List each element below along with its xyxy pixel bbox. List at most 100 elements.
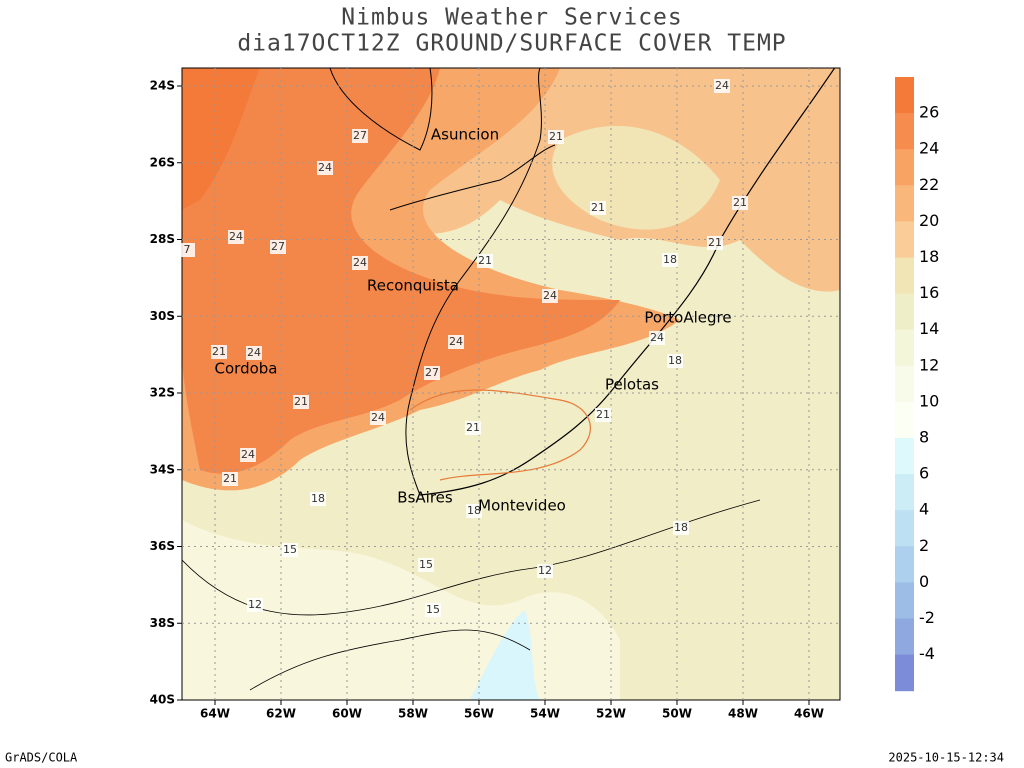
colorbar-swatch [895,257,914,295]
contour-label-box [310,492,326,506]
colorbar-swatch [895,329,914,367]
colorbar-swatch [895,401,914,439]
lat-tick-label: 28S [150,232,175,246]
lon-tick-label: 64W [200,707,230,721]
city-label: Montevideo [478,497,566,515]
contour-label: 18 [663,253,677,266]
colorbar-swatch [895,438,914,475]
contour-label: 24 [715,79,729,92]
lon-tick-label: 52W [596,707,626,721]
footer-right: 2025-10-15-12:34 [888,751,1004,765]
contour-label-box [662,253,678,267]
lat-tick-label: 32S [150,386,175,400]
contour-label: 18 [467,504,481,517]
contour-label: 27 [353,129,367,142]
colorbar-swatch [895,654,914,692]
colorbar-label: 12 [919,355,939,374]
colorbar-label: 2 [919,536,929,555]
title: Nimbus Weather Services [341,5,683,31]
contour-label-box [466,504,482,518]
lat-tick-label: 26S [150,155,175,169]
colorbar-swatch [895,221,914,258]
contour-label: 15 [283,543,297,556]
contour-label: 24 [543,289,557,302]
contour-label-box [222,472,238,486]
contour-label: 12 [248,598,262,611]
colorbar-swatch [895,77,914,114]
contour-label: 24 [247,346,261,359]
contour-label-box [211,345,227,359]
contour-label: 27 [271,240,285,253]
contour-label-box [707,236,723,250]
colorbar-label: 8 [919,428,929,447]
contour-label-box [477,254,493,268]
contour-label-box [370,411,386,425]
lon-tick-label: 54W [530,707,560,721]
contour-label-box [282,543,298,557]
city-label: Reconquista [367,277,459,295]
colorbar-label: -2 [919,608,935,627]
contour-label-box [240,448,256,462]
contour-label: 21 [708,236,722,249]
contour-label-box [228,230,244,244]
colorbar-swatch [895,582,914,619]
contour-label-box [425,603,441,617]
city-label: Pelotas [605,376,659,394]
contour-label-box [667,354,683,368]
colorbar-swatch [895,365,914,403]
contour-label: 15 [426,603,440,616]
city-label: PortoAlegre [644,309,731,327]
colorbar-label: 14 [919,319,939,338]
contour-label-box [595,408,611,422]
lat-tick-label: 38S [150,616,175,630]
contour-label: 21 [733,196,747,209]
lon-tick-label: 48W [728,707,758,721]
map-fill [182,68,840,700]
colorbar-label: 18 [919,247,939,266]
colorbar-label: -4 [919,644,935,663]
contour-label-box [649,331,665,345]
colorbar-label: 16 [919,283,939,302]
contour-label-box [424,366,440,380]
contour-label-box [293,395,309,409]
contour-label: 18 [674,521,688,534]
contour-label: 24 [318,161,332,174]
contour-label: 12 [538,564,552,577]
contour-label-box [673,521,689,535]
contour-label-box [465,421,481,435]
lat-tick-label: 34S [150,462,175,476]
contour-label: 21 [223,472,237,485]
contour-label: 21 [591,201,605,214]
contour-label-box [352,256,368,270]
contour-label: 21 [596,408,610,421]
colorbar-label: 10 [919,391,939,410]
contour-label-box [448,335,464,349]
contour-label: 27 [425,366,439,379]
contour-label: 7 [184,243,191,256]
colorbar-label: 4 [919,500,929,519]
colorbar-label: 26 [919,103,939,122]
contour-label: 21 [466,421,480,434]
colorbar-label: 22 [919,175,939,194]
contour-label: 18 [311,492,325,505]
contour-label: 21 [549,130,563,143]
colorbar-label: 0 [919,572,929,591]
contour-label: 21 [478,254,492,267]
contour-label-box [537,564,553,578]
lat-tick-label: 40S [150,693,175,707]
lon-tick-label: 60W [332,707,362,721]
lat-tick-label: 30S [150,309,175,323]
contour-label-box [714,79,730,93]
footer-left: GrADS/COLA [5,751,78,765]
colorbar-label: 6 [919,464,929,483]
contour-label: 24 [650,331,664,344]
colorbar-swatch [895,113,914,150]
colorbar-swatch [895,618,914,656]
colorbar-swatch [895,546,914,583]
contour-label-box [418,558,434,572]
colorbar-swatch [895,185,914,222]
city-label: Cordoba [215,360,278,378]
contour-label: 24 [229,230,243,243]
city-label: BsAires [397,489,453,507]
